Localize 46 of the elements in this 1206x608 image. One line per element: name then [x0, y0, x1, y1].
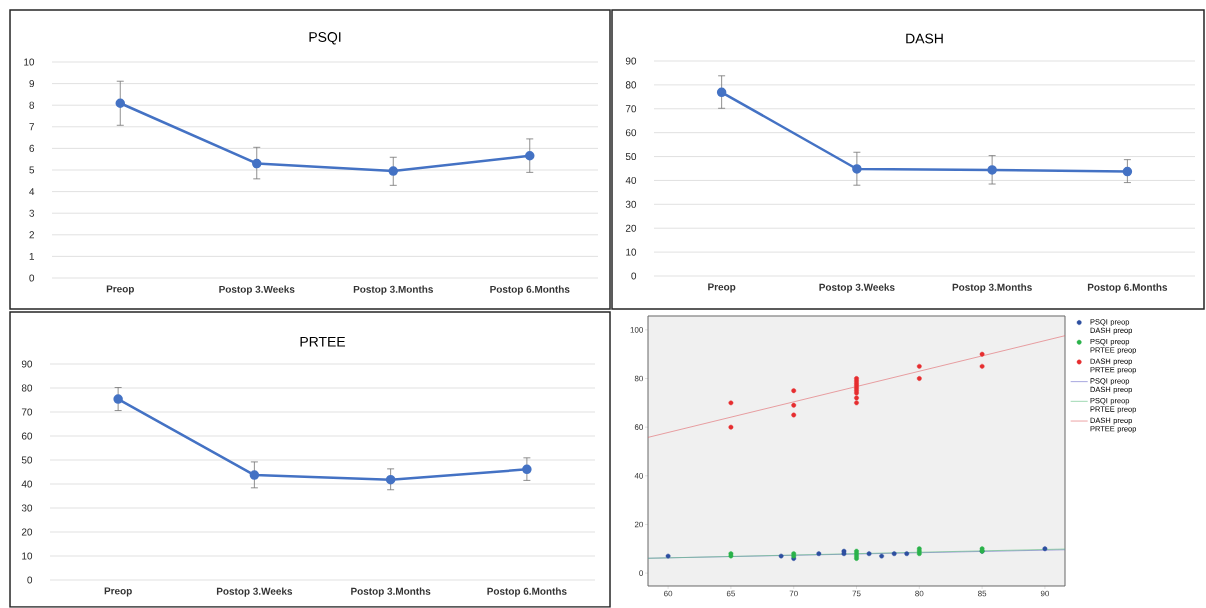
y-tick-label: 0 — [27, 576, 33, 584]
y-tick-label: 60 — [21, 432, 33, 440]
y-tick-label: 6 — [29, 145, 35, 153]
y-tick-label: 20 — [21, 528, 33, 536]
x-tick-label: Postop 3.Weeks — [819, 283, 895, 293]
y-tick-label: 40 — [625, 177, 637, 185]
chart-title: PRTEE — [300, 337, 346, 347]
y-tick-label: 20 — [625, 224, 637, 232]
x-tick-label: Postop 3.Months — [952, 283, 1032, 293]
y-tick-label: 10 — [22, 552, 33, 560]
y-tick-label: 10 — [24, 58, 35, 66]
y-tick-label: 2 — [29, 231, 34, 239]
y-tick-label: 0 — [631, 272, 637, 280]
y-tick-label: 4 — [29, 188, 35, 196]
y-tick-label: 9 — [29, 80, 35, 88]
y-tick-label: 1 — [29, 253, 35, 260]
x-tick-label: Preop — [708, 283, 736, 293]
y-tick-label: 70 — [21, 408, 33, 416]
x-tick-label: Postop 3.Months — [351, 587, 431, 597]
y-tick-label: 30 — [625, 200, 637, 208]
y-tick-label: 40 — [21, 480, 33, 488]
x-tick-label: Postop 3.Months — [353, 285, 433, 295]
y-tick-label: 90 — [625, 57, 637, 65]
y-tick-label: 90 — [21, 360, 33, 368]
y-tick-label: 8 — [29, 101, 35, 109]
y-tick-label: 50 — [21, 456, 33, 464]
y-tick-label: 7 — [29, 123, 34, 131]
x-tick-label: Postop 6.Months — [1087, 283, 1168, 293]
x-tick-label: Preop — [106, 285, 134, 295]
chart-title: PSQI — [309, 32, 341, 45]
x-tick-label: Postop 3.Weeks — [216, 587, 293, 597]
y-tick-label: 0 — [29, 274, 35, 282]
y-tick-label: 50 — [625, 153, 637, 161]
chart-title: DASH — [906, 33, 943, 44]
y-tick-label: 30 — [21, 504, 33, 512]
y-tick-label: 10 — [626, 248, 637, 256]
y-tick-label: 5 — [29, 166, 35, 174]
y-tick-label: 60 — [625, 129, 637, 137]
x-tick-label: Postop 6.Months — [487, 587, 567, 597]
x-tick-label: Postop 6.Months — [490, 285, 570, 295]
y-tick-label: 70 — [625, 105, 637, 113]
y-tick-label: 80 — [21, 384, 33, 392]
y-tick-label: 3 — [29, 209, 35, 217]
x-tick-label: Postop 3.Weeks — [219, 285, 295, 295]
x-tick-label: Preop — [104, 587, 132, 597]
y-tick-label: 80 — [625, 81, 637, 89]
